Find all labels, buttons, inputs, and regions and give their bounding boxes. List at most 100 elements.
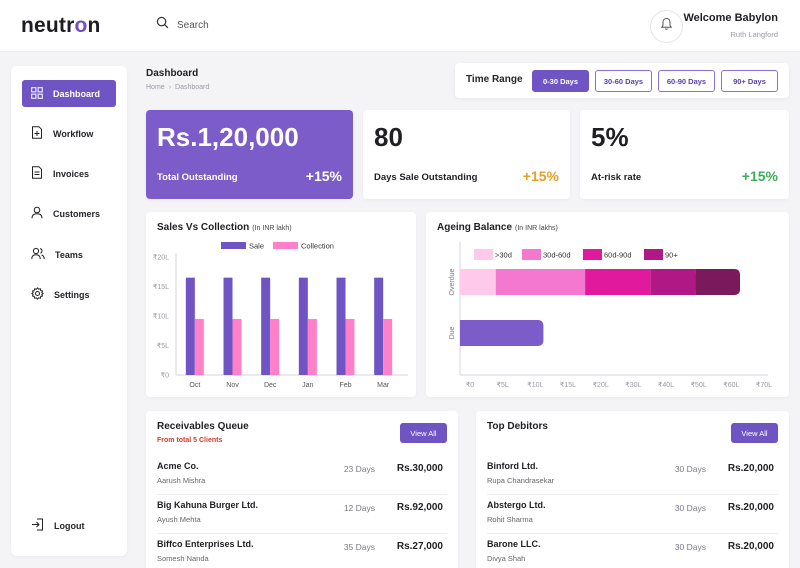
sidebar-item-invoices[interactable]: Invoices [22,160,116,187]
table-row[interactable]: Binford Ltd. Rupa Chandrasekar 30 Days R… [487,456,778,495]
kpi-value: 5% [591,122,629,152]
notifications-button[interactable] [650,10,683,43]
bar-sale [374,277,384,375]
user-greeting[interactable]: Welcome Babylon Ruth Langford [683,12,778,39]
sidebar-item-teams[interactable]: Teams [22,241,116,268]
bar-sale [185,277,195,375]
range-60-90-button[interactable]: 60-90 Days [658,70,715,92]
chart-title-text: Ageing Balance [437,222,513,233]
client-name: Big Kahuna Burger Ltd. [157,500,258,510]
x-tick-label: Dec [264,382,277,389]
grid-icon [31,86,43,101]
x-tick-label: Oct [189,382,200,389]
invoice-icon [31,166,43,181]
brand-suffix: n [87,14,101,37]
logout-icon [31,518,44,533]
breadcrumb: Home › Dashboard [146,84,209,91]
x-tick-label: ₹50L [691,381,707,389]
receivables-view-all-button[interactable]: View All [400,423,447,443]
legend-swatch [522,249,541,260]
kpi-label: Days Sale Outstanding [374,172,478,183]
x-tick-label: ₹60L [723,381,739,389]
legend-swatch [273,242,298,249]
bar-segment-fill [695,269,734,295]
receivables-title: Receivables Queue [157,421,249,432]
y-category-label: Overdue [449,268,456,295]
bell-icon [660,17,673,36]
kpi-label: Total Outstanding [157,172,238,183]
bar-collection [194,318,204,375]
kpi-change: +15% [522,168,559,184]
x-tick-label: ₹30L [625,381,641,389]
x-tick-label: ₹20L [593,381,609,389]
amount-value: Rs.20,000 [727,541,774,552]
legend-label: Collection [301,242,334,251]
legend-label: Sale [249,242,264,251]
user-name: Ruth Langford [730,30,778,39]
search-icon[interactable] [156,16,169,34]
bar-sale [223,277,233,375]
bar-segment [585,269,651,295]
y-tick-label: ₹5L [157,342,169,350]
x-tick-label: ₹40L [658,381,674,389]
x-tick-label: ₹5L [497,381,509,389]
bar-collection [383,318,393,375]
legend-label: 30d-60d [543,251,571,260]
client-name: Biffco Enterprises Ltd. [157,539,254,549]
ageing-balance-chart: >30d 30d-60d 60d-90d 90+ ₹0 ₹5L ₹10L ₹15L ₹20L ₹3… [449,242,772,389]
chart-subtitle: (In INR lakh) [252,225,292,232]
user-icon [31,206,43,221]
bar-collection [307,318,317,375]
workflow-icon [31,126,43,141]
chart-title: Ageing Balance (In INR lakhs) [437,222,558,233]
x-tick-label: ₹0 [466,381,474,389]
legend-swatch [221,242,246,249]
top-debitors-card: Top Debitors View All Binford Ltd. Rupa … [476,411,789,568]
amount-value: Rs.92,000 [396,502,443,513]
sidebar-item-dashboard[interactable]: Dashboard [22,80,116,107]
range-30-60-button[interactable]: 30-60 Days [595,70,652,92]
logout-button[interactable]: Logout [22,512,116,539]
breadcrumb-home[interactable]: Home [146,84,165,91]
days-value: 12 Days [343,503,375,513]
table-row[interactable]: Acme Co. Aarush Mishra 23 Days Rs.30,000 [157,456,447,495]
sidebar-item-workflow[interactable]: Workflow [22,120,116,147]
range-90-plus-button[interactable]: 90+ Days [721,70,778,92]
amount-value: Rs.27,000 [396,541,443,552]
table-row[interactable]: Biffco Enterprises Ltd. Somesh Nanda 35 … [157,534,447,568]
search-input[interactable] [177,19,377,31]
debitors-view-all-button[interactable]: View All [731,423,778,443]
sidebar-item-customers[interactable]: Customers [22,200,116,227]
x-tick-label: Nov [226,382,239,389]
x-tick-label: ₹10L [527,381,543,389]
sidebar: Dashboard Workflow Invoices Customers Te… [11,66,127,556]
receivables-subtitle: From total 5 Clients [157,437,223,444]
kpi-at-risk-rate: 5% At-risk rate +15% [580,110,789,199]
range-0-30-button[interactable]: 0-30 Days [532,70,589,92]
contact-person: Rupa Chandrasekar [487,476,555,485]
bar-segment [495,269,586,295]
legend-swatch [583,249,602,260]
table-row[interactable]: Barone LLC. Divya Shah 30 Days Rs.20,000 [487,534,778,568]
table-row[interactable]: Big Kahuna Burger Ltd. Ayush Mehta 12 Da… [157,495,447,534]
sidebar-item-label: Teams [55,249,83,260]
sidebar-item-settings[interactable]: Settings [22,281,116,308]
days-value: 35 Days [343,542,375,552]
bar-sale [298,277,308,375]
sidebar-item-label: Invoices [53,168,90,179]
bar-collection [270,318,280,375]
search-bar [156,16,377,34]
brand-prefix: neutr [21,14,75,37]
brand-logo[interactable]: neutron [21,14,101,38]
days-value: 30 Days [674,503,706,513]
client-name: Abstergo Ltd. [487,500,546,510]
y-tick-label: ₹10L [153,313,169,321]
x-tick-label: Mar [377,382,390,389]
contact-person: Divya Shah [487,554,526,563]
legend-swatch [474,249,493,260]
sidebar-item-label: Dashboard [53,88,101,99]
table-row[interactable]: Abstergo Ltd. Rohit Sharma 30 Days Rs.20… [487,495,778,534]
bar-sale [261,277,271,375]
y-tick-label: ₹15L [153,283,169,291]
days-value: 30 Days [674,464,706,474]
